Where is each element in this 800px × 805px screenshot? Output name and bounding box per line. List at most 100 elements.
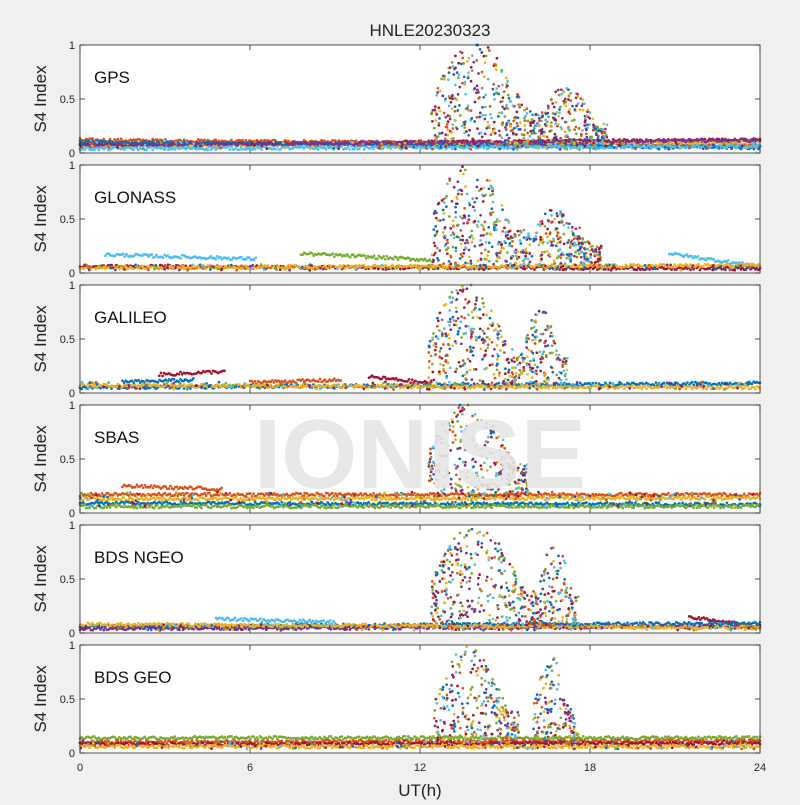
- data-point: [529, 110, 532, 113]
- data-point: [468, 129, 471, 132]
- data-point: [533, 266, 536, 269]
- data-point: [723, 142, 726, 145]
- data-point: [456, 180, 459, 183]
- data-point: [442, 265, 445, 268]
- data-point: [485, 127, 488, 130]
- data-point: [579, 108, 582, 111]
- data-point: [458, 143, 461, 146]
- data-point: [647, 264, 650, 267]
- data-point: [550, 98, 553, 101]
- data-point: [376, 258, 379, 261]
- data-point: [235, 146, 238, 149]
- data-point: [464, 246, 467, 249]
- data-point: [666, 263, 669, 266]
- data-point: [473, 201, 476, 204]
- data-point: [494, 132, 497, 135]
- data-point: [667, 138, 670, 141]
- data-point: [580, 134, 583, 137]
- data-point: [503, 144, 506, 147]
- data-point: [386, 267, 389, 270]
- data-point: [441, 199, 444, 202]
- data-point: [676, 143, 679, 146]
- data-point: [448, 95, 451, 98]
- data-point: [441, 95, 444, 98]
- data-point: [544, 267, 547, 270]
- data-point: [500, 69, 503, 72]
- data-point: [460, 63, 463, 66]
- data-point: [498, 144, 501, 147]
- data-point: [460, 242, 463, 245]
- data-point: [254, 256, 257, 259]
- data-point: [221, 267, 224, 270]
- data-point: [496, 256, 499, 259]
- data-point: [457, 193, 460, 196]
- data-point: [541, 111, 544, 114]
- data-point: [442, 231, 445, 234]
- data-point: [553, 133, 556, 136]
- data-point: [540, 141, 543, 144]
- data-point: [688, 146, 691, 149]
- data-point: [263, 269, 266, 272]
- data-point: [520, 231, 523, 234]
- data-point: [443, 78, 446, 81]
- data-point: [121, 141, 124, 144]
- data-point: [329, 145, 332, 148]
- data-point: [292, 141, 295, 144]
- data-point: [206, 148, 209, 151]
- data-point: [468, 255, 471, 258]
- data-point: [448, 104, 451, 107]
- data-point: [284, 147, 287, 150]
- data-point: [471, 69, 474, 72]
- data-point: [512, 148, 515, 151]
- data-point: [189, 144, 192, 147]
- data-point: [433, 228, 436, 231]
- data-point: [311, 252, 314, 255]
- data-point: [498, 130, 501, 133]
- data-point: [132, 265, 135, 268]
- data-point: [509, 100, 512, 103]
- data-point: [720, 265, 723, 268]
- data-point: [441, 132, 444, 135]
- data-point: [517, 103, 520, 106]
- data-point: [490, 213, 493, 216]
- data-point: [487, 78, 490, 81]
- data-point: [352, 254, 355, 257]
- data-point: [473, 220, 476, 223]
- data-point: [464, 242, 467, 245]
- data-point: [270, 141, 273, 144]
- data-point: [151, 149, 154, 152]
- data-point: [507, 264, 510, 267]
- y-tick-label: 0: [69, 268, 75, 280]
- data-point: [748, 265, 751, 268]
- data-point: [442, 140, 445, 143]
- data-point: [398, 146, 401, 149]
- data-point: [511, 265, 514, 268]
- data-point: [288, 266, 291, 269]
- data-point: [741, 261, 744, 264]
- data-point: [185, 143, 188, 146]
- data-point: [122, 253, 125, 256]
- data-point: [554, 122, 557, 125]
- data-point: [489, 113, 492, 116]
- data-point: [260, 148, 263, 151]
- data-point: [438, 124, 441, 127]
- data-point: [153, 268, 156, 271]
- data-point: [438, 249, 441, 252]
- data-point: [444, 244, 447, 247]
- data-point: [430, 113, 433, 116]
- data-point: [359, 140, 362, 143]
- data-point: [150, 146, 153, 149]
- data-point: [497, 141, 500, 144]
- data-point: [601, 128, 604, 131]
- data-point: [523, 109, 526, 112]
- data-point: [553, 268, 556, 271]
- data-point: [483, 221, 486, 224]
- data-point: [497, 85, 500, 88]
- data-point: [520, 264, 523, 267]
- data-point: [471, 197, 474, 200]
- data-point: [716, 147, 719, 150]
- data-point: [341, 145, 344, 148]
- data-point: [468, 218, 471, 221]
- data-point: [470, 66, 473, 69]
- data-point: [596, 142, 599, 145]
